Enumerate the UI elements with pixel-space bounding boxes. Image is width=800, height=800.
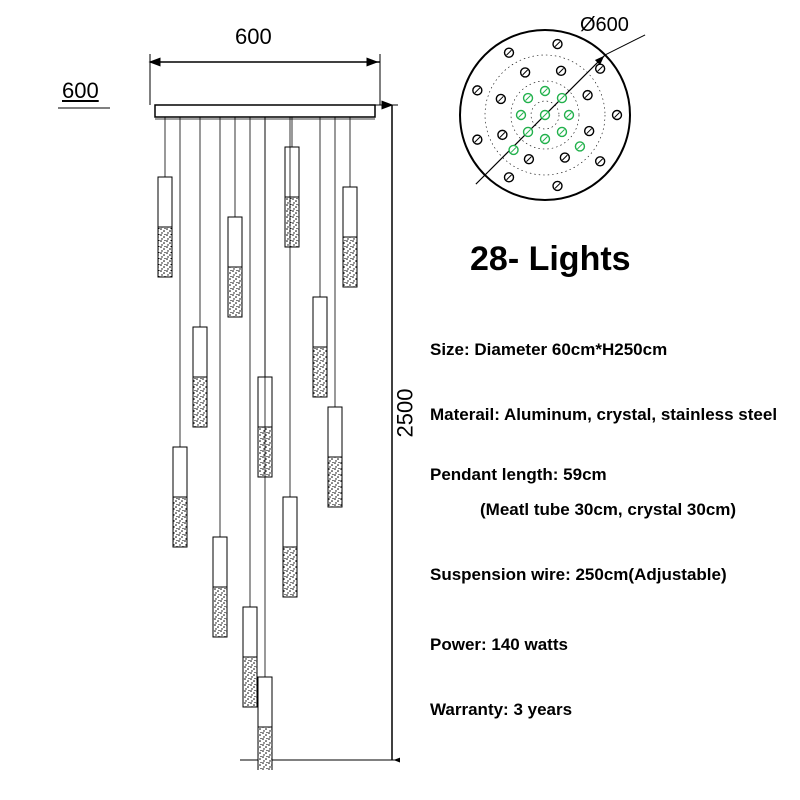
spec-pendant-detail: (Meatl tube 30cm, crystal 30cm) bbox=[480, 500, 736, 520]
spec-size: Size: Diameter 60cm*H250cm bbox=[430, 340, 667, 360]
spec-material: Materail: Aluminum, crystal, stainless s… bbox=[430, 405, 777, 425]
elevation-drawing: 600 600 2500 bbox=[40, 30, 400, 770]
product-title: 28- Lights bbox=[470, 240, 631, 279]
spec-suspension: Suspension wire: 250cm(Adjustable) bbox=[430, 565, 727, 585]
top-view-svg bbox=[420, 20, 680, 220]
spec-warranty: Warranty: 3 years bbox=[430, 700, 572, 720]
elevation-svg bbox=[40, 30, 400, 770]
dim-top-width: 600 bbox=[235, 24, 272, 50]
spec-power: Power: 140 watts bbox=[430, 635, 568, 655]
dim-left-depth: 600 bbox=[62, 78, 99, 104]
spec-panel: Ø600 28- Lights Size: Diameter 60cm*H250… bbox=[420, 20, 780, 780]
dim-height: 2500 bbox=[393, 389, 419, 438]
spec-pendant-length: Pendant length: 59cm bbox=[430, 465, 607, 485]
